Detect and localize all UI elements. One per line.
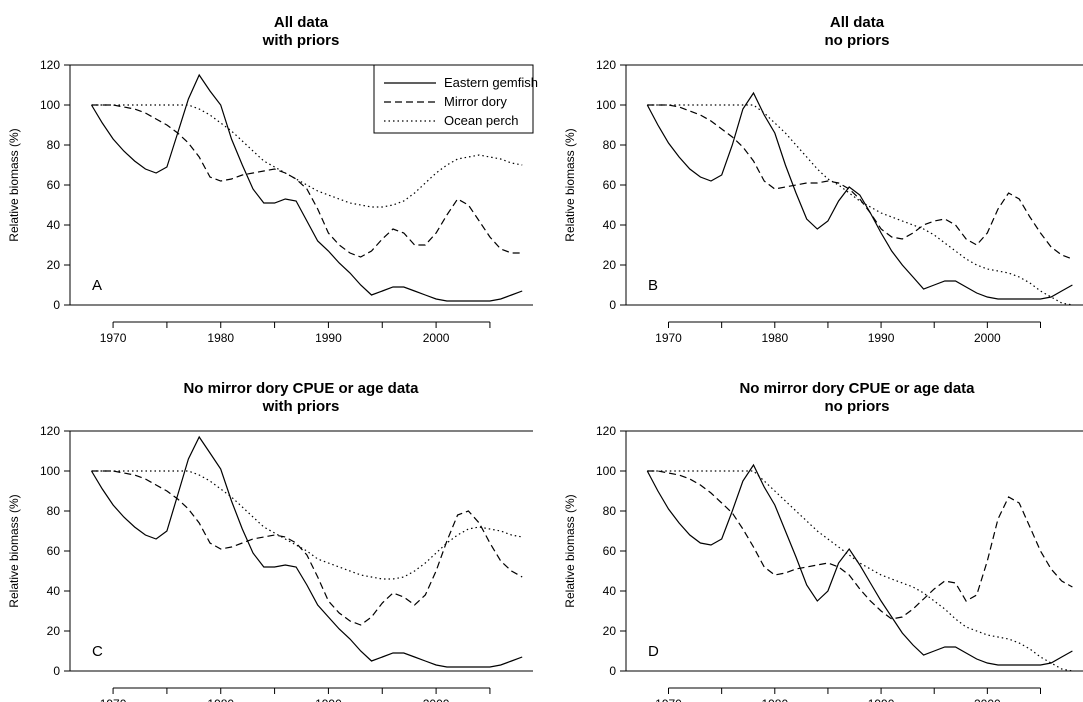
- y-tick-label: 80: [603, 504, 617, 518]
- series-line-eastern-gemfish: [646, 463, 1073, 666]
- legend: Eastern gemfish Mirror dory Ocean perch: [373, 64, 538, 134]
- panel-subtitle: no priors: [824, 32, 889, 49]
- y-tick-label: 0: [609, 664, 616, 678]
- y-tick-label: 20: [47, 258, 61, 272]
- y-tick-label: 80: [47, 504, 61, 518]
- y-tick-label: 80: [603, 138, 617, 152]
- x-tick-label: 1980: [207, 331, 234, 345]
- panel-subtitle: with priors: [262, 32, 340, 49]
- y-axis-label: Relative biomass (%): [7, 494, 21, 607]
- x-tick-label: 1980: [761, 697, 788, 702]
- legend-box: [373, 64, 534, 134]
- panel-subtitle: with priors: [262, 398, 340, 415]
- y-tick-label: 60: [47, 178, 61, 192]
- series-line-mirror-dory: [91, 104, 523, 258]
- x-tick-label: 1970: [100, 331, 127, 345]
- y-tick-label: 120: [596, 424, 616, 438]
- x-tick-label: 1990: [315, 331, 342, 345]
- y-tick-label: 120: [40, 58, 60, 72]
- series-line-ocean-perch: [91, 470, 523, 580]
- y-tick-label: 120: [596, 58, 616, 72]
- series-line-mirror-dory: [647, 104, 1073, 260]
- series-line-ocean-perch: [647, 470, 1073, 672]
- x-tick-label: 1980: [207, 697, 234, 702]
- x-tick-label: 1990: [868, 697, 895, 702]
- x-tick-label: 1970: [100, 697, 127, 702]
- y-axis-label: Relative biomass (%): [563, 128, 577, 241]
- y-tick-label: 60: [603, 178, 617, 192]
- y-tick-label: 100: [596, 98, 616, 112]
- y-axis-label: Relative biomass (%): [563, 494, 577, 607]
- y-tick-label: 40: [47, 584, 61, 598]
- series-line-ocean-perch: [647, 104, 1073, 306]
- x-tick-label: 2000: [423, 697, 450, 702]
- y-tick-label: 60: [47, 544, 61, 558]
- y-tick-label: 20: [603, 258, 617, 272]
- y-tick-label: 0: [53, 664, 60, 678]
- panel-subtitle: no priors: [824, 398, 889, 415]
- legend-entry: Ocean perch: [444, 113, 518, 128]
- legend-entry: Mirror dory: [444, 94, 507, 109]
- panel-letter: A: [92, 277, 102, 294]
- y-tick-label: 60: [603, 544, 617, 558]
- panel-title: No mirror dory CPUE or age data: [739, 380, 975, 397]
- y-tick-label: 100: [596, 464, 616, 478]
- panel-title: All data: [830, 14, 885, 31]
- x-tick-label: 1980: [761, 331, 788, 345]
- x-tick-label: 1970: [655, 331, 682, 345]
- x-tick-label: 2000: [423, 331, 450, 345]
- y-tick-label: 100: [40, 98, 60, 112]
- series-line-mirror-dory: [91, 470, 523, 626]
- y-tick-label: 0: [609, 298, 616, 312]
- panel-title: All data: [274, 14, 329, 31]
- y-tick-label: 20: [603, 624, 617, 638]
- panel-title: No mirror dory CPUE or age data: [183, 380, 419, 397]
- x-tick-label: 1990: [315, 697, 342, 702]
- panel-letter: C: [92, 643, 103, 660]
- y-tick-label: 120: [40, 424, 60, 438]
- panel-letter: B: [648, 277, 658, 294]
- series-line-eastern-gemfish: [90, 435, 523, 668]
- y-tick-label: 40: [603, 218, 617, 232]
- x-tick-label: 1970: [655, 697, 682, 702]
- x-tick-label: 2000: [974, 697, 1001, 702]
- y-tick-label: 80: [47, 138, 61, 152]
- series-line-eastern-gemfish: [90, 73, 523, 302]
- x-tick-label: 2000: [974, 331, 1001, 345]
- y-tick-label: 40: [603, 584, 617, 598]
- y-axis-label: Relative biomass (%): [7, 128, 21, 241]
- y-tick-label: 100: [40, 464, 60, 478]
- panel-letter: D: [648, 643, 659, 660]
- y-tick-label: 20: [47, 624, 61, 638]
- series-line-eastern-gemfish: [646, 91, 1073, 300]
- legend-entry: Eastern gemfish: [444, 75, 538, 90]
- series-line-mirror-dory: [647, 470, 1073, 620]
- y-tick-label: 0: [53, 298, 60, 312]
- y-tick-label: 40: [47, 218, 61, 232]
- x-tick-label: 1990: [868, 331, 895, 345]
